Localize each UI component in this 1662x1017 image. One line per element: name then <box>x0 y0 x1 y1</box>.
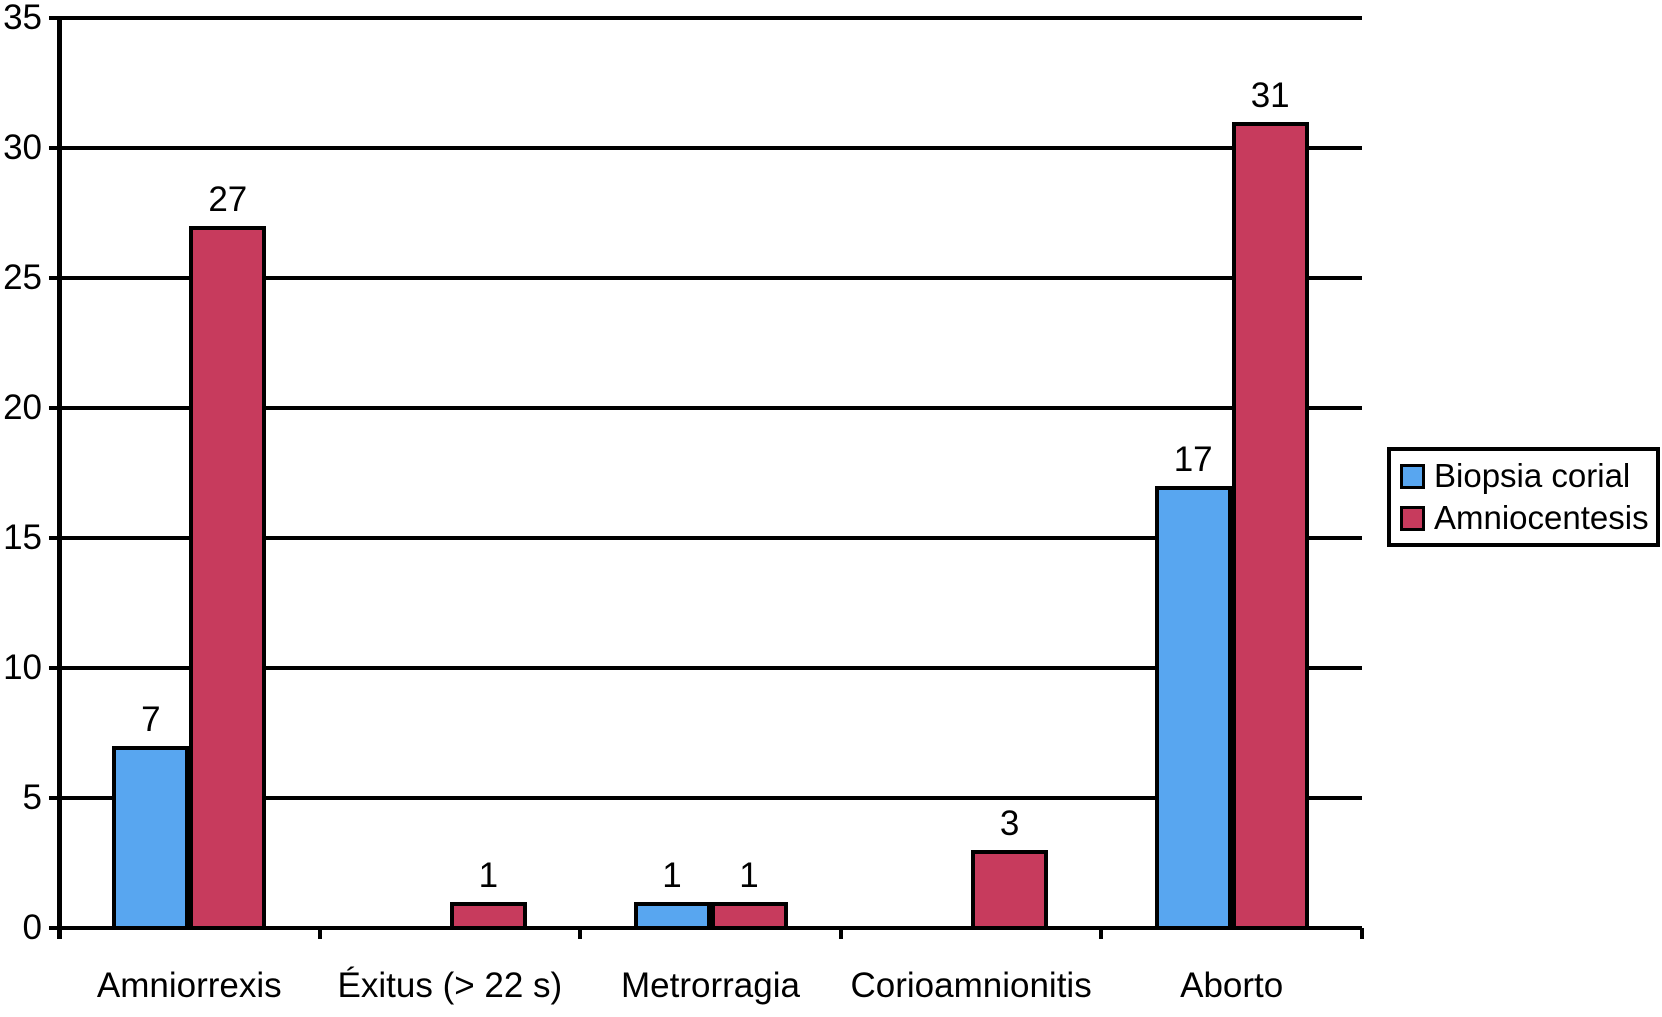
y-axis-line <box>57 16 62 939</box>
x-axis-tick <box>1099 928 1104 939</box>
x-axis-category-label: Aborto <box>1180 966 1284 1005</box>
y-axis-tick-label: 5 <box>22 778 42 817</box>
y-axis-tick-label: 20 <box>3 388 42 427</box>
x-axis-tick <box>1360 928 1364 939</box>
bar-biopsia-corial <box>633 902 711 930</box>
x-axis-tick <box>578 928 583 939</box>
gridline-y-35 <box>49 16 1362 20</box>
bar-amniocentesis <box>971 850 1049 930</box>
legend-label-amniocentesis: Amniocentesis <box>1434 499 1649 536</box>
bar-amniocentesis <box>449 902 527 930</box>
bar-amniocentesis <box>710 902 788 930</box>
gridline-y-25 <box>49 276 1362 280</box>
bar-amniocentesis <box>1231 122 1309 930</box>
bar-amniocentesis <box>189 226 267 930</box>
gridline-y-30 <box>49 146 1362 150</box>
gridline-y-5 <box>49 796 1362 800</box>
x-axis-category-label: Metrorragia <box>621 966 800 1005</box>
bar-value-label: 27 <box>208 180 248 219</box>
bar-value-label: 1 <box>478 856 499 895</box>
legend-swatch-red-square-icon <box>1400 505 1425 531</box>
y-axis-tick-label: 25 <box>3 258 42 297</box>
bar-value-label: 31 <box>1250 76 1290 115</box>
legend-item-amniocentesis: Amniocentesis <box>1400 500 1656 536</box>
bar-value-label: 17 <box>1173 440 1213 479</box>
gridline-y-10 <box>49 666 1362 670</box>
bar-value-label: 7 <box>141 700 161 739</box>
y-axis-tick-label: 30 <box>3 128 42 167</box>
y-axis-tick-label: 35 <box>3 0 42 37</box>
bar-biopsia-corial <box>1154 486 1232 930</box>
legend-label-biopsia-corial: Biopsia corial <box>1434 457 1631 494</box>
gridline-y-15 <box>49 536 1362 540</box>
bar-value-label: 3 <box>999 804 1020 843</box>
y-axis-tick-label: 10 <box>3 648 42 687</box>
bar-value-label: 1 <box>739 856 759 895</box>
x-axis-tick <box>838 928 843 939</box>
x-axis-tick <box>317 928 322 939</box>
y-axis-tick-label: 15 <box>3 518 42 557</box>
x-axis-category-label: Amniorrexis <box>96 966 282 1005</box>
legend-item-biopsia-corial: Biopsia corial <box>1400 458 1656 494</box>
bar-biopsia-corial <box>112 746 190 930</box>
legend: Biopsia corial Amniocentesis <box>1387 447 1660 547</box>
legend-swatch-blue-square-icon <box>1400 463 1425 489</box>
bar-value-label: 1 <box>662 856 682 895</box>
y-axis-tick-label: 0 <box>22 908 42 947</box>
gridline-y-20 <box>49 406 1362 410</box>
x-axis-category-label: Corioamnionitis <box>850 966 1092 1005</box>
x-axis-category-label: Éxitus (> 22 s) <box>337 966 563 1005</box>
